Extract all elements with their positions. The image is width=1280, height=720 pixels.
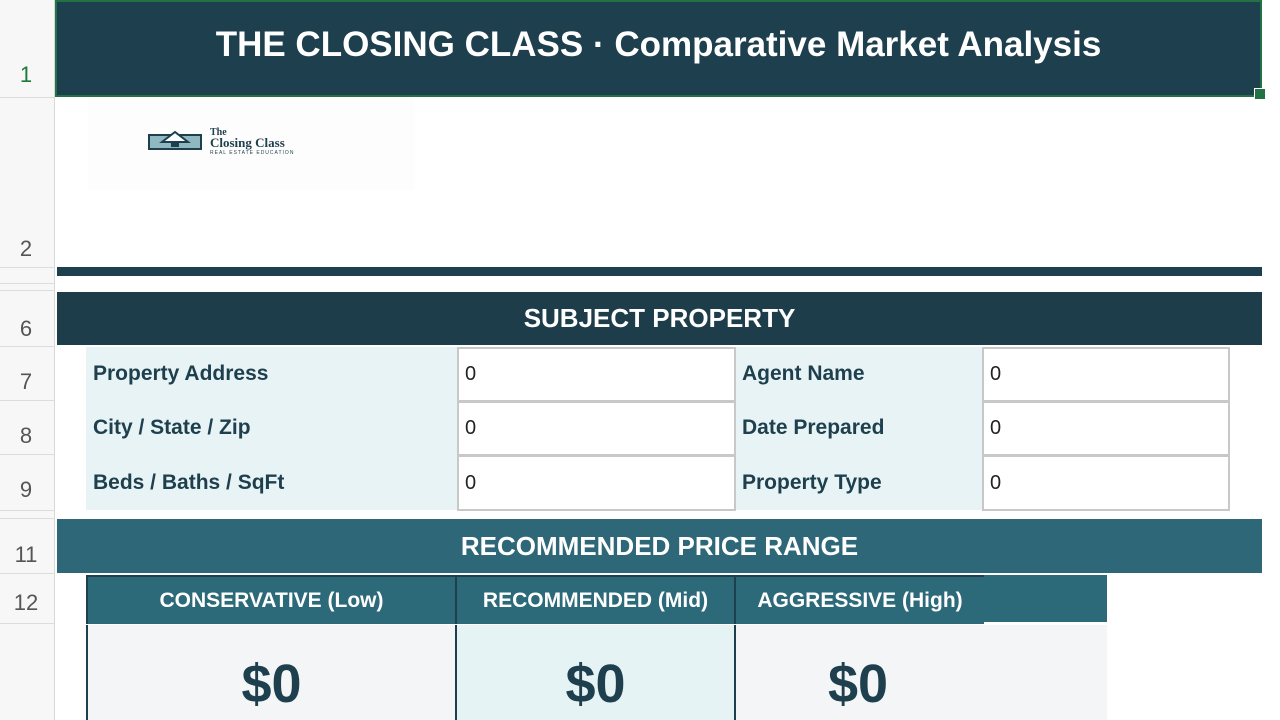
property-address-field[interactable]: 0: [457, 347, 736, 402]
row-header-11[interactable]: 11: [14, 542, 38, 567]
aggressive-header: AGGRESSIVE (High): [736, 575, 984, 624]
row-header-2[interactable]: 2: [19, 236, 33, 261]
row-header-1[interactable]: 1: [19, 62, 33, 87]
city-state-zip-label: City / State / Zip: [86, 401, 456, 455]
row-header-6[interactable]: 6: [19, 316, 33, 341]
date-prepared-field[interactable]: 0: [982, 401, 1230, 456]
subject-property-header: SUBJECT PROPERTY: [57, 292, 1262, 345]
conservative-value[interactable]: $0: [86, 625, 457, 720]
divider: [57, 267, 1262, 276]
property-type-label: Property Type: [736, 455, 982, 510]
row-header-7[interactable]: 7: [19, 369, 33, 394]
logo-line2: Closing Class: [210, 135, 285, 150]
city-state-zip-field[interactable]: 0: [457, 401, 736, 456]
logo-line1: The: [210, 127, 227, 138]
date-prepared-label: Date Prepared: [736, 401, 982, 455]
property-type-field[interactable]: 0: [982, 455, 1230, 511]
agent-name-field[interactable]: 0: [982, 347, 1230, 402]
row-header-8[interactable]: 8: [19, 423, 33, 448]
price-header-fill: [983, 575, 1107, 622]
beds-baths-sqft-field[interactable]: 0: [457, 455, 736, 511]
beds-baths-sqft-label: Beds / Baths / SqFt: [86, 455, 456, 510]
aggressive-value[interactable]: $0: [736, 625, 1107, 720]
price-range-header: RECOMMENDED PRICE RANGE: [57, 519, 1262, 573]
page-title[interactable]: THE CLOSING CLASS · Comparative Market A…: [55, 0, 1262, 97]
row-header-12[interactable]: 12: [13, 590, 39, 615]
row-headers: 1 2 6 7 8 9 11 12: [0, 0, 55, 720]
recommended-value[interactable]: $0: [457, 625, 736, 720]
fill-handle[interactable]: [1254, 88, 1266, 100]
conservative-header: CONSERVATIVE (Low): [86, 575, 457, 624]
book-house-icon: [148, 130, 202, 150]
row-header-9[interactable]: 9: [19, 477, 33, 502]
logo: The Closing Class REAL ESTATE EDUCATION: [88, 97, 415, 190]
agent-name-label: Agent Name: [736, 347, 982, 401]
recommended-header: RECOMMENDED (Mid): [457, 575, 736, 624]
property-address-label: Property Address: [86, 347, 456, 401]
logo-line3: REAL ESTATE EDUCATION: [210, 150, 295, 156]
